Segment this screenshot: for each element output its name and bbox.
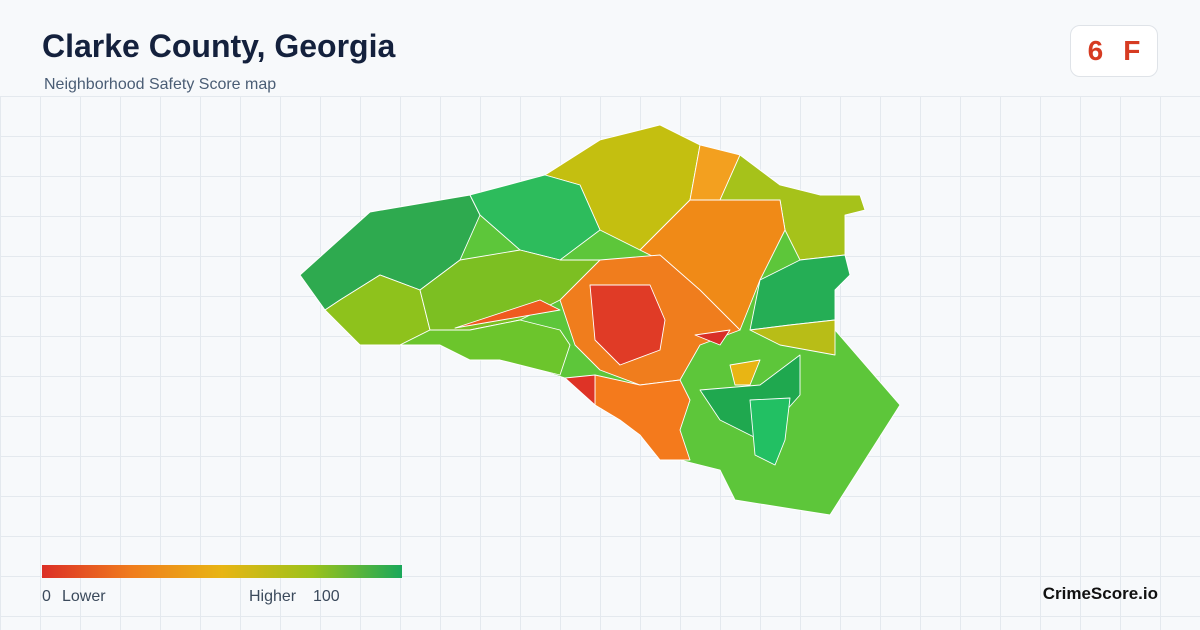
- region: [594, 374, 691, 461]
- header: [0, 0, 1200, 96]
- region: [589, 284, 666, 366]
- brand: CrimeScore.io: [1042, 584, 1158, 603]
- region: [729, 359, 761, 386]
- grade: F: [1123, 35, 1141, 66]
- region: [564, 374, 596, 406]
- region: [749, 397, 791, 466]
- subtitle: Neighborhood Safety Score map: [44, 76, 277, 93]
- region: [399, 319, 571, 376]
- legend-max-label: Higher: [249, 588, 297, 605]
- legend-max: 100: [313, 588, 340, 605]
- legend-min: 0: [42, 588, 51, 605]
- score: 6: [1087, 35, 1104, 66]
- title: Clarke County, Georgia: [42, 28, 396, 64]
- region: [694, 329, 731, 346]
- region: [469, 174, 601, 261]
- score-badge: 6 F: [1070, 25, 1158, 77]
- region: [749, 319, 836, 356]
- region: [454, 299, 561, 329]
- legend-gradient: [42, 565, 402, 578]
- legend-min-label: Lower: [62, 588, 106, 605]
